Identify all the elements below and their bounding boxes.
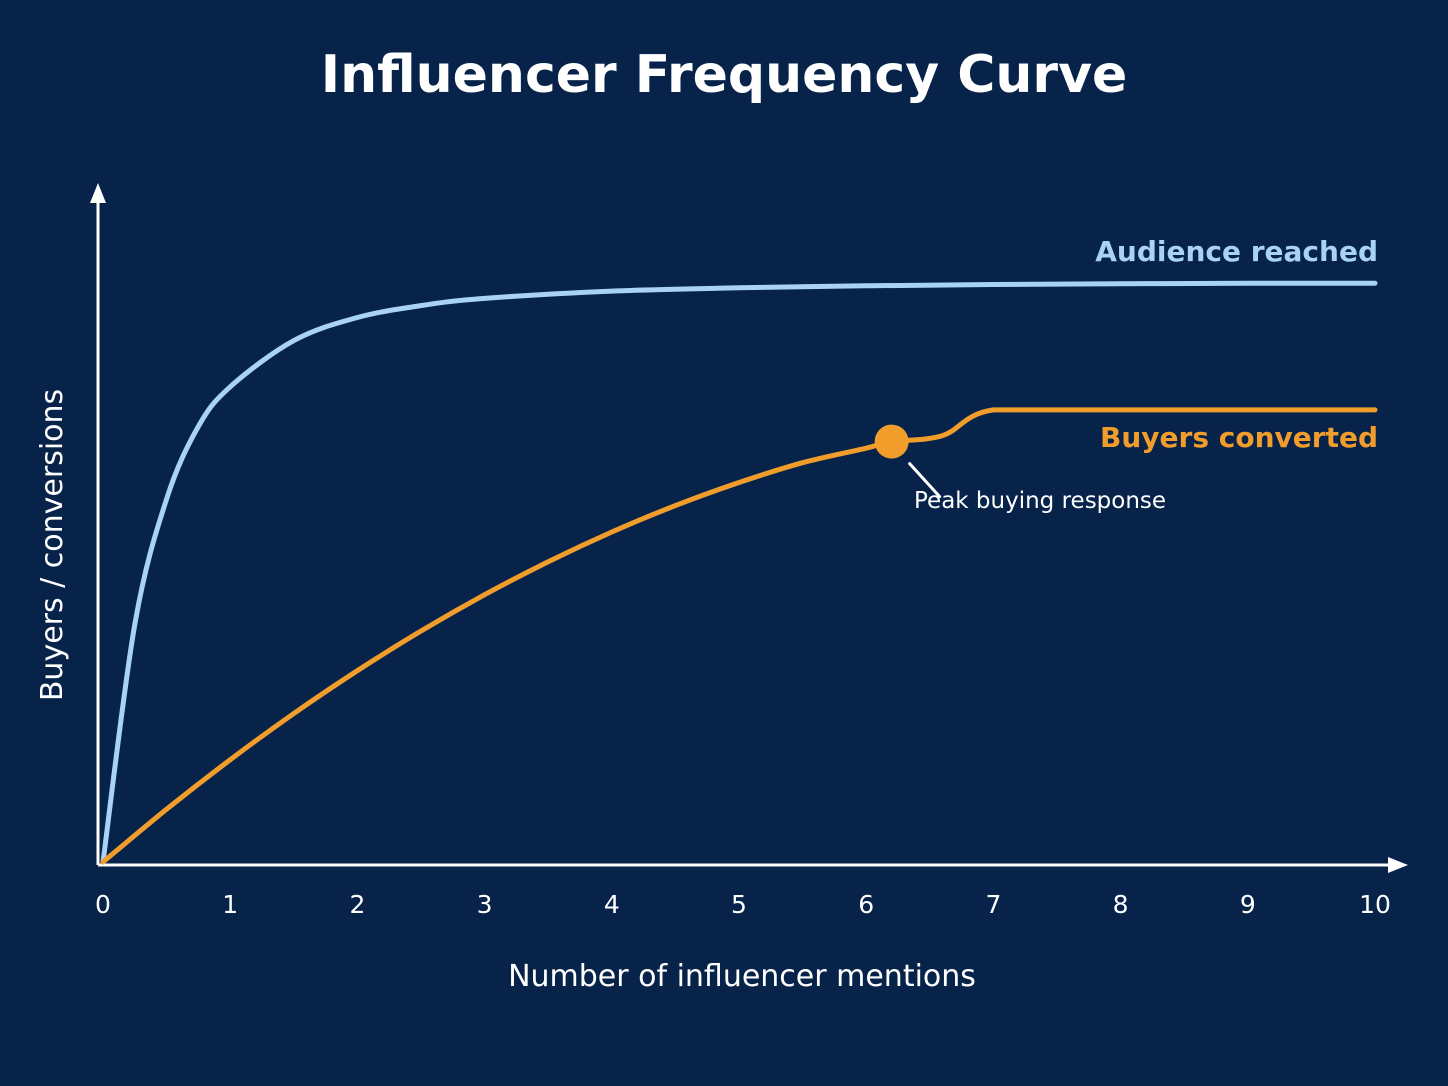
x-tick-label-2: 2 xyxy=(349,890,365,919)
peak-annotation-text: Peak buying response xyxy=(914,488,1166,514)
x-tick-label-8: 8 xyxy=(1113,890,1129,919)
x-axis xyxy=(98,857,1408,873)
chart-title: Influencer Frequency Curve xyxy=(321,45,1128,105)
x-tick-label-0: 0 xyxy=(95,890,111,919)
x-tick-label-3: 3 xyxy=(477,890,493,919)
x-tick-label-9: 9 xyxy=(1240,890,1256,919)
series-label-buyers-converted: Buyers converted xyxy=(1100,421,1378,454)
x-axis-arrow-icon xyxy=(1388,857,1408,873)
series-line-audience-reached xyxy=(100,280,1378,865)
y-axis-arrow-icon xyxy=(90,183,106,203)
x-tick-label-6: 6 xyxy=(858,890,874,919)
x-tick-label-4: 4 xyxy=(604,890,620,919)
x-tick-label-1: 1 xyxy=(222,890,238,919)
series-line-buyers-converted xyxy=(100,407,1378,865)
x-tick-labels: 0 1 2 3 4 5 6 7 8 9 10 xyxy=(95,890,1391,919)
y-axis-label: Buyers / conversions xyxy=(35,389,70,701)
peak-annotation: Peak buying response xyxy=(874,424,1166,514)
x-tick-label-7: 7 xyxy=(985,890,1001,919)
series-label-audience-reached: Audience reached xyxy=(1095,235,1378,268)
x-axis-label: Number of influencer mentions xyxy=(508,959,976,994)
x-tick-label-5: 5 xyxy=(731,890,747,919)
y-axis xyxy=(90,183,106,865)
peak-point-marker xyxy=(874,424,909,459)
x-tick-label-10: 10 xyxy=(1359,890,1391,919)
peak-leader-line xyxy=(908,462,942,499)
